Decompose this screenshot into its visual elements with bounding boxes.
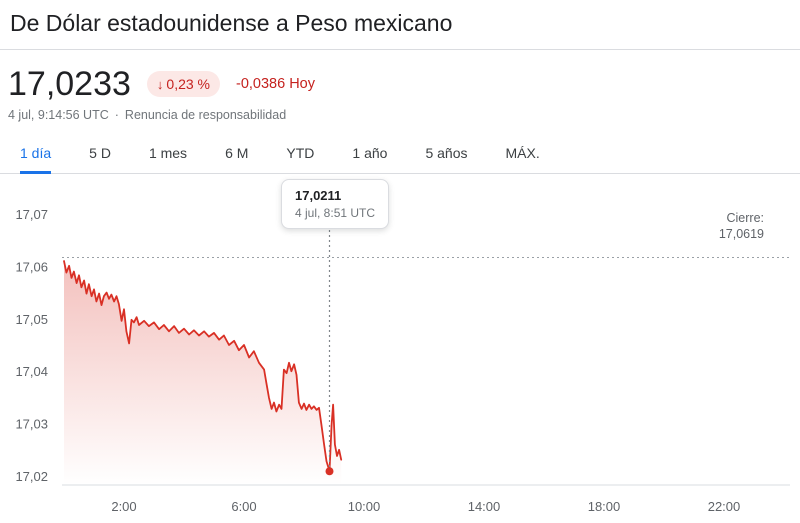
disclaimer-link[interactable]: Renuncia de responsabilidad [124,108,287,122]
quote-section: 17,0233 ↓ 0,23 % -0,0386 Hoy 4 jul, 9:14… [0,50,800,122]
chart-area: 17,0211 4 jul, 8:51 UTC Cierre: 17,0619 … [0,174,800,522]
svg-text:17,04: 17,04 [15,364,48,379]
previous-close-caption: Cierre: [726,211,764,225]
change-amount-value: -0,0386 [236,76,286,92]
tab-ytd[interactable]: YTD [286,145,315,161]
previous-close-value: 17,0619 [718,227,764,241]
range-tabs: 1 día 5 D 1 mes 6 M YTD 1 año 5 años MÁX… [0,136,800,174]
svg-text:18:00: 18:00 [588,499,621,514]
svg-text:17,02: 17,02 [15,469,48,484]
svg-text:6:00: 6:00 [231,499,256,514]
price-chart[interactable]: 17,07 17,06 17,05 17,04 17,03 17,02 2:00 6:00 10… [0,174,800,522]
svg-text:17,05: 17,05 [15,312,48,327]
tooltip-time: 4 jul, 8:51 UTC [295,206,376,220]
tab-5d[interactable]: 5 D [89,145,111,161]
page-title: De Dólar estadounidense a Peso mexicano [10,10,453,36]
svg-text:10:00: 10:00 [348,499,381,514]
tab-1-ano[interactable]: 1 año [352,145,388,161]
previous-close-label: Cierre: 17,0619 [719,210,764,242]
tab-1-dia[interactable]: 1 día [20,136,52,174]
separator-dot: · [114,108,119,122]
svg-text:14:00: 14:00 [468,499,501,514]
change-amount: -0,0386 Hoy [236,76,315,92]
svg-text:22:00: 22:00 [708,499,741,514]
tab-1-mes[interactable]: 1 mes [148,145,188,161]
tab-6m[interactable]: 6 M [225,145,249,161]
page-header: De Dólar estadounidense a Peso mexicano [0,0,800,50]
svg-text:17,06: 17,06 [15,259,48,274]
change-percent: 0,23 % [166,76,210,92]
change-period: Hoy [289,76,315,92]
timestamp: 4 jul, 9:14:56 UTC [8,108,109,122]
current-price: 17,0233 [8,65,131,103]
tab-max[interactable]: MÁX. [505,145,540,161]
change-percent-badge: ↓ 0,23 % [146,71,220,97]
timestamp-row: 4 jul, 9:14:56 UTC · Renuncia de respons… [8,108,792,122]
chart-tooltip: 17,0211 4 jul, 8:51 UTC [281,179,390,229]
tab-5-anos[interactable]: 5 años [425,145,468,161]
svg-text:17,03: 17,03 [15,417,48,432]
price-row: 17,0233 ↓ 0,23 % -0,0386 Hoy [8,64,792,104]
svg-text:17,07: 17,07 [15,207,48,222]
tooltip-value: 17,0211 [295,188,342,203]
arrow-down-icon: ↓ [156,76,164,92]
svg-text:2:00: 2:00 [111,499,136,514]
